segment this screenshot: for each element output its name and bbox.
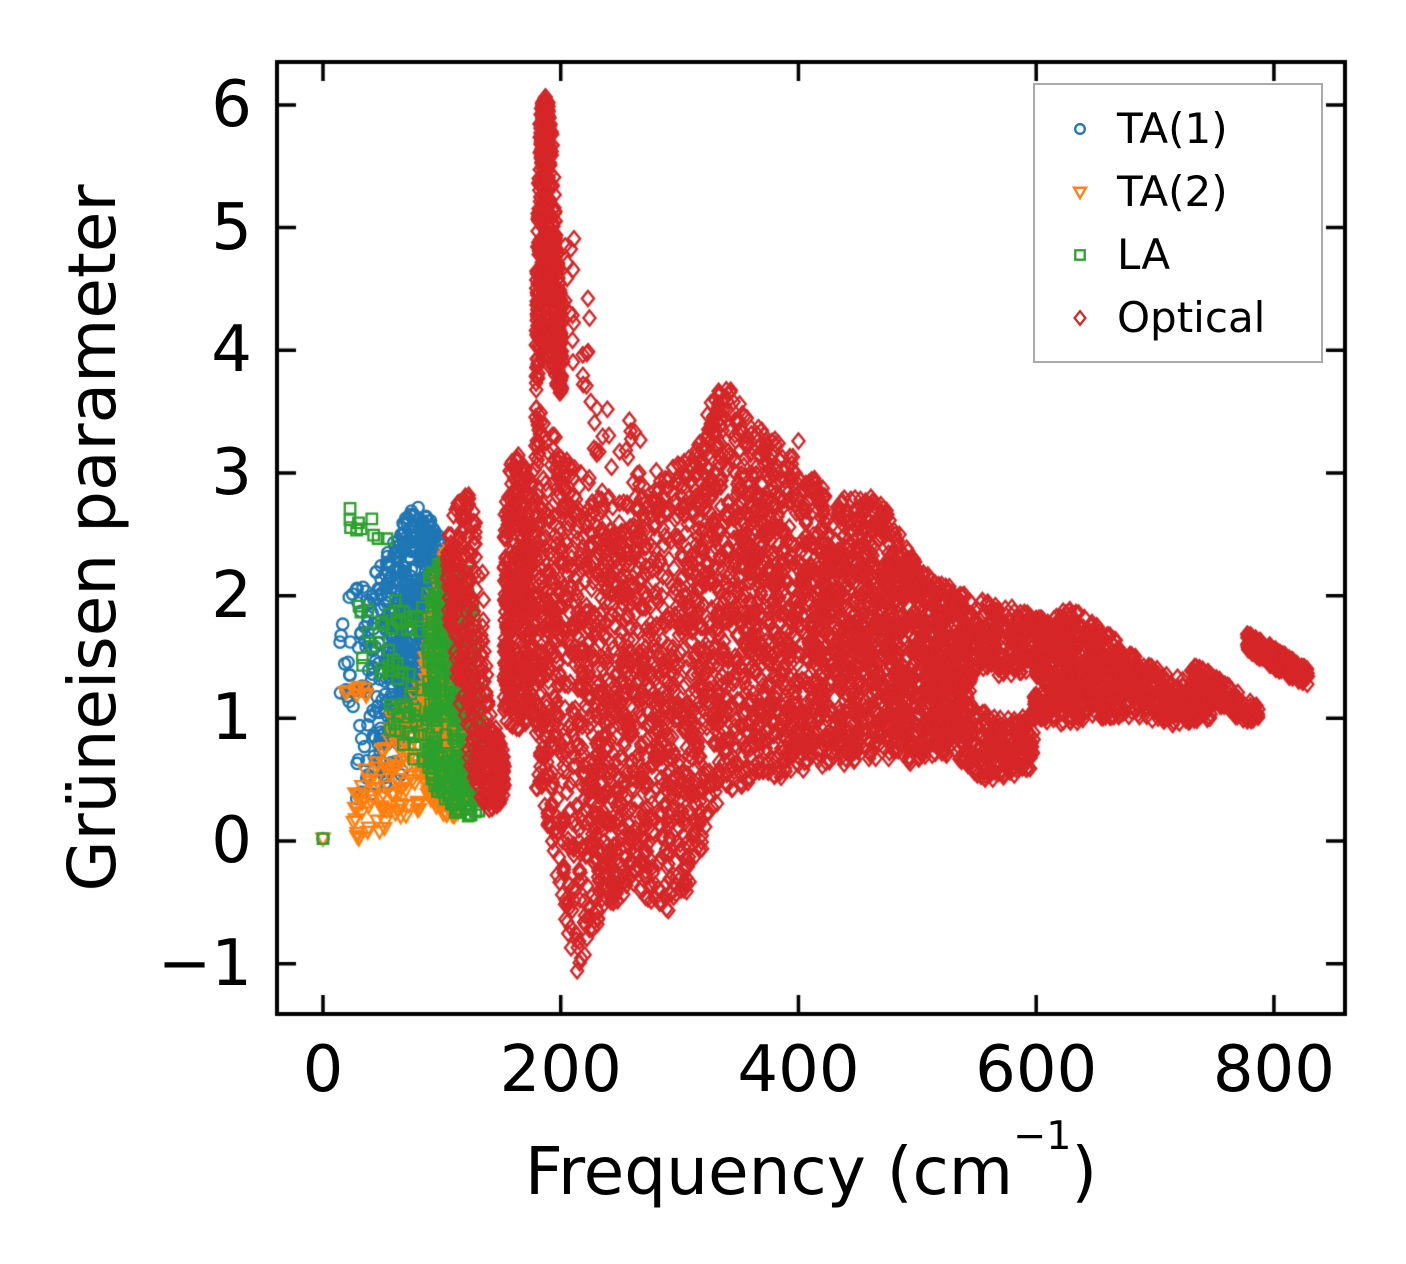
legend-item-la: LA [1035, 223, 1321, 286]
triangle-down-marker-icon [1061, 173, 1099, 211]
y-tick-label: 1 [211, 681, 252, 756]
legend-label-ta2: TA(2) [1117, 167, 1228, 216]
y-tick-label: 3 [211, 435, 252, 510]
y-axis-label: Grüneisen parameter [54, 184, 131, 892]
y-tick-label: −1 [157, 926, 252, 1001]
x-axis-label-close: ) [1071, 1133, 1098, 1210]
legend-label-ta1: TA(1) [1117, 104, 1228, 153]
diamond-marker-icon [1061, 299, 1099, 337]
x-tick-label: 800 [1212, 1033, 1335, 1107]
x-tick-label: 600 [975, 1033, 1098, 1107]
y-tick-label: 2 [211, 558, 252, 633]
circle-marker-icon [1061, 110, 1099, 148]
legend-label-la: LA [1117, 230, 1171, 279]
y-tick-label: 0 [211, 804, 252, 879]
legend-item-optical: Optical [1035, 286, 1321, 349]
x-tick-label: 200 [499, 1033, 622, 1107]
x-axis-label: Frequency (cm−1) [525, 1116, 1097, 1205]
y-tick-label: 5 [211, 190, 252, 265]
x-axis-label-text: Frequency (cm [524, 1133, 1014, 1210]
legend-label-optical: Optical [1117, 293, 1266, 342]
legend-item-ta2: TA(2) [1035, 160, 1321, 223]
y-tick-label: 4 [211, 313, 252, 388]
x-tick-label: 0 [302, 1033, 344, 1107]
square-marker-icon [1061, 236, 1099, 274]
y-tick-label: 6 [211, 67, 252, 142]
x-tick-label: 400 [737, 1033, 860, 1107]
legend: TA(1) TA(2) LA Optical [1033, 83, 1323, 363]
legend-item-ta1: TA(1) [1035, 97, 1321, 160]
x-axis-label-superscript: −1 [1013, 1113, 1072, 1160]
